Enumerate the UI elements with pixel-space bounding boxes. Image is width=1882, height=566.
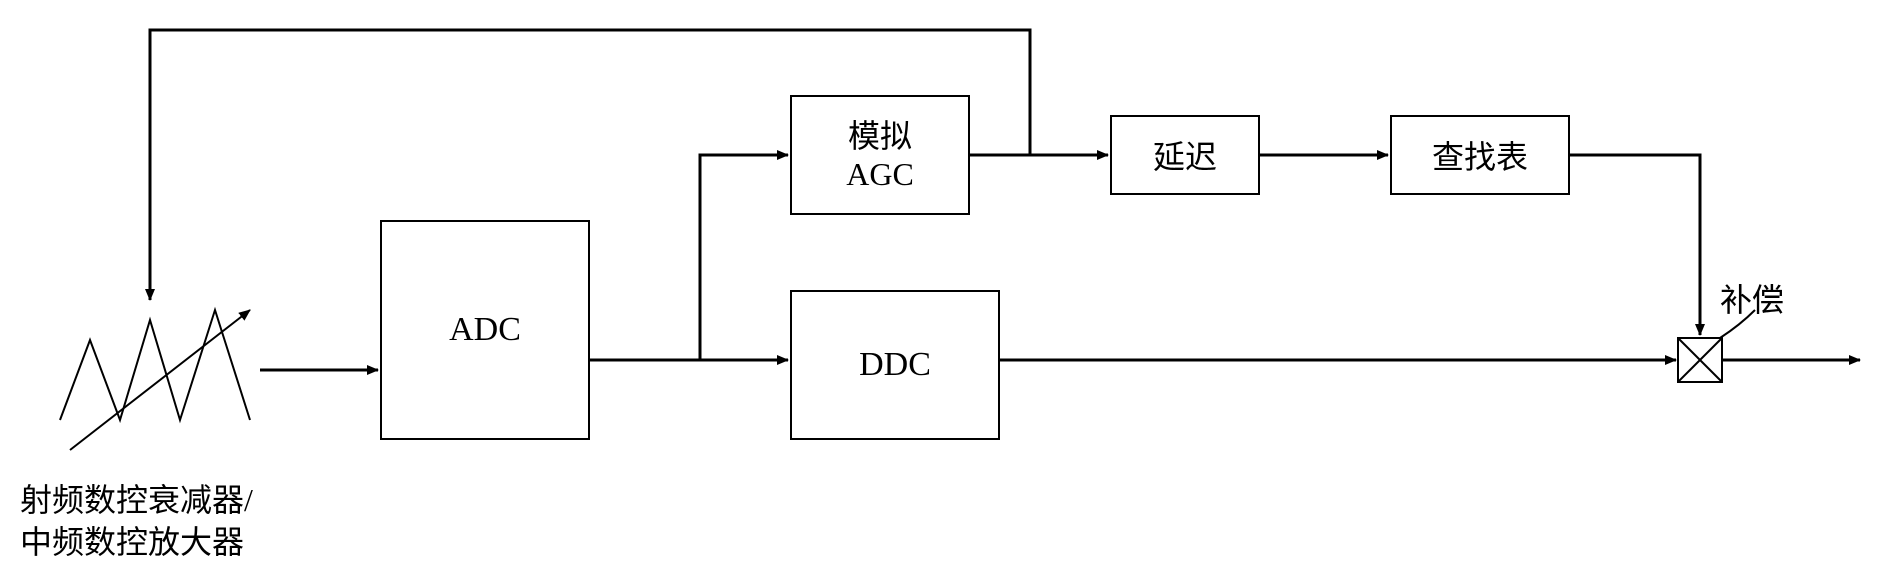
compensation-label: 补偿 xyxy=(1720,282,1784,318)
attenuator-caption-line2: 中频数控放大器 xyxy=(20,522,253,564)
adc-label: ADC xyxy=(449,311,521,349)
attenuator-caption-line1: 射频数控衰减器/ xyxy=(20,480,253,522)
attenuator-caption: 射频数控衰减器/ 中频数控放大器 xyxy=(20,480,253,563)
lut-block: 查找表 xyxy=(1390,115,1570,195)
delay-block: 延迟 xyxy=(1110,115,1260,195)
adc-block: ADC xyxy=(380,220,590,440)
lut-label: 查找表 xyxy=(1432,132,1528,178)
diagram-wires xyxy=(0,0,1882,566)
compensation-icon xyxy=(1678,338,1722,382)
ddc-label: DDC xyxy=(859,346,931,384)
compensation-caption: 补偿 xyxy=(1720,275,1784,321)
analog-agc-label: 模拟 AGC xyxy=(846,117,914,194)
attenuator-icon xyxy=(60,310,250,450)
analog-agc-block: 模拟 AGC xyxy=(790,95,970,215)
ddc-block: DDC xyxy=(790,290,1000,440)
delay-label: 延迟 xyxy=(1153,132,1217,178)
